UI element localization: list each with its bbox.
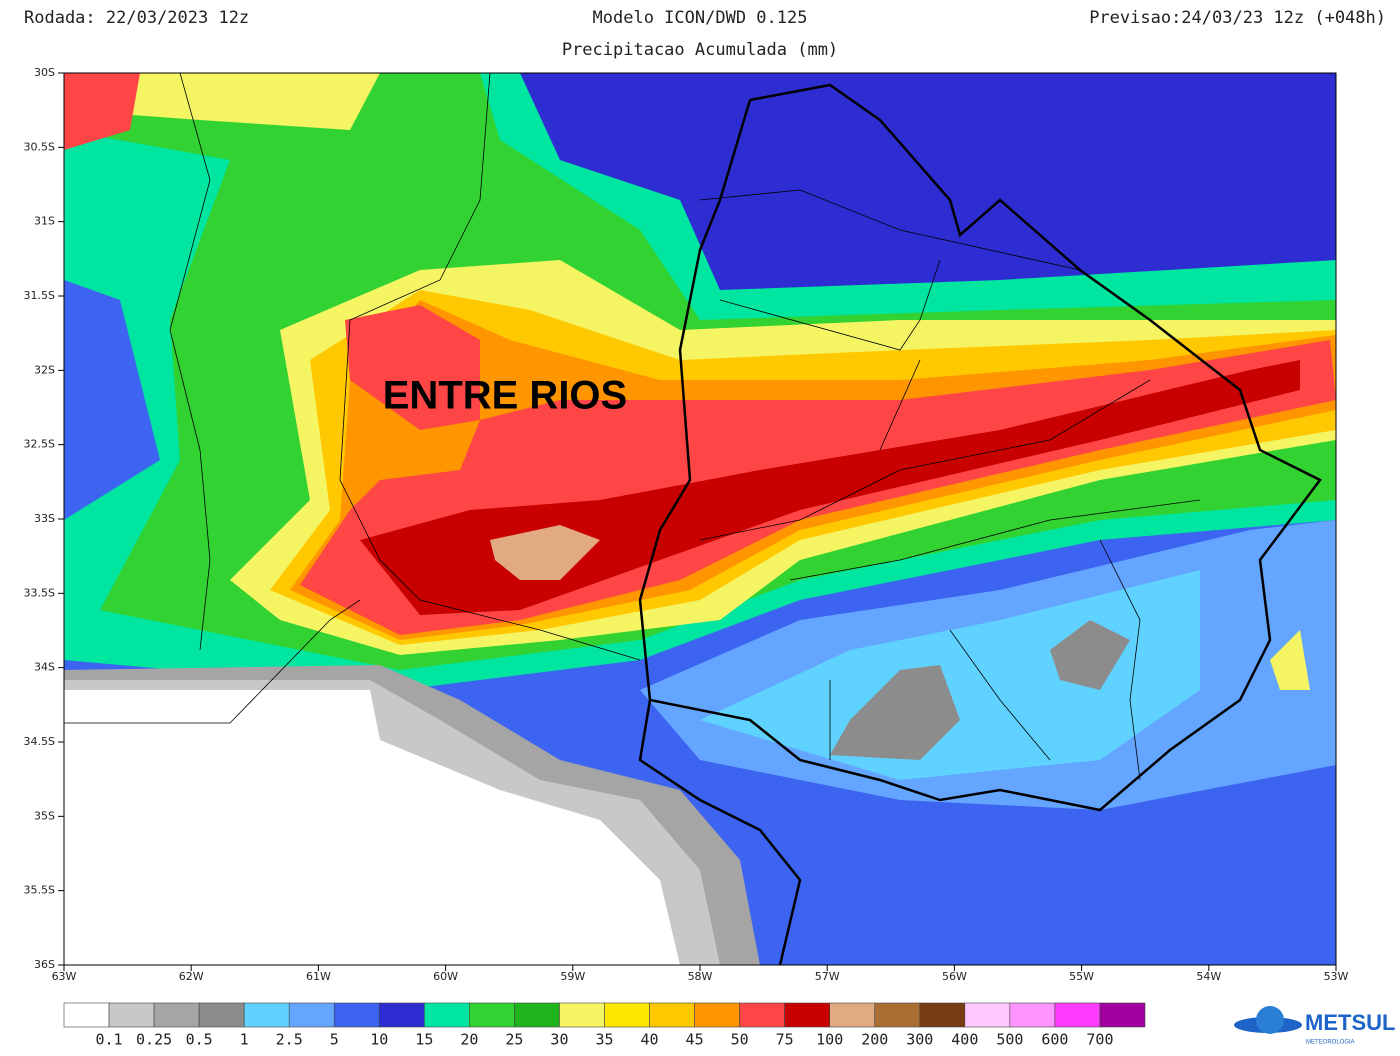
colorbar-label: 300 — [906, 1031, 933, 1049]
region-label: ENTRE RIOS — [383, 374, 627, 418]
logo-tagline: METEOROLOGIA — [1306, 1040, 1355, 1046]
colorbar-label: 75 — [776, 1031, 794, 1049]
lat-label: 36S — [34, 958, 55, 971]
lon-label: 53W — [1324, 970, 1349, 983]
lon-label: 57W — [815, 970, 840, 983]
colorbar-label: 25 — [505, 1031, 523, 1049]
colorbar-label: 500 — [996, 1031, 1023, 1049]
colorbar-label: 15 — [415, 1031, 433, 1049]
subtitle: Precipitacao Acumulada (mm) — [562, 40, 838, 60]
colorbar-swatch — [1054, 1002, 1101, 1028]
lat-label: 32.5S — [24, 438, 55, 451]
colorbar-swatch — [198, 1002, 245, 1028]
colorbar-swatch — [649, 1002, 695, 1028]
colorbar-label: 0.5 — [186, 1031, 213, 1049]
colorbar-swatch — [739, 1002, 785, 1028]
colorbar-swatch — [424, 1002, 470, 1028]
lon-label: 62W — [179, 970, 204, 983]
run-label: Rodada: 22/03/2023 12z — [24, 8, 249, 28]
colorbar-label: 1 — [240, 1031, 249, 1049]
colorbar-label: 5 — [330, 1031, 339, 1049]
colorbar-swatch — [964, 1002, 1011, 1028]
colorbar-label: 600 — [1041, 1031, 1068, 1049]
lat-label: 34S — [34, 661, 55, 674]
colorbar-swatch — [288, 1002, 335, 1028]
lat-label: 35.5S — [24, 884, 55, 897]
logo: METSUL METEOROLOGIA — [1234, 1006, 1395, 1046]
colorbar-label: 30 — [550, 1031, 568, 1049]
colorbar-swatch — [243, 1002, 290, 1028]
logo-name: METSUL — [1305, 1010, 1395, 1035]
colorbar-swatch — [604, 1002, 650, 1028]
lat-label: 33.5S — [24, 586, 55, 599]
colorbar-label: 100 — [816, 1031, 843, 1049]
lat-label: 31.5S — [24, 289, 55, 302]
colorbar-swatch — [153, 1002, 200, 1028]
model-label: Modelo ICON/DWD 0.125 — [593, 8, 808, 28]
lon-label: 60W — [433, 970, 458, 983]
colorbar-swatch — [919, 1002, 966, 1028]
lat-label: 34.5S — [24, 735, 55, 748]
colorbar-label: 45 — [686, 1031, 704, 1049]
colorbar-swatch — [378, 1002, 425, 1028]
precip-field — [64, 73, 1336, 965]
lat-label: 30.5S — [24, 140, 55, 153]
lon-label: 59W — [560, 970, 585, 983]
colorbar-label: 0.25 — [136, 1031, 172, 1049]
lon-label: 58W — [688, 970, 713, 983]
colorbar-swatch — [694, 1002, 740, 1028]
colorbar-swatch — [333, 1002, 380, 1028]
colorbar-swatch — [874, 1002, 921, 1028]
colorbar-swatch — [108, 1002, 155, 1028]
colorbar-label: 20 — [460, 1031, 478, 1049]
colorbar-label: 2.5 — [276, 1031, 303, 1049]
colorbar-label: 50 — [731, 1031, 749, 1049]
lon-label: 61W — [306, 970, 331, 983]
lon-label: 56W — [942, 970, 967, 983]
lon-label: 63W — [52, 970, 77, 983]
colorbar-swatch — [559, 1002, 605, 1028]
colorbar-label: 35 — [595, 1031, 613, 1049]
colorbar-label: 400 — [951, 1031, 978, 1049]
colorbar-label: 10 — [370, 1031, 388, 1049]
colorbar-label: 0.1 — [95, 1031, 122, 1049]
lon-label: 55W — [1069, 970, 1094, 983]
colorbar-label: 40 — [641, 1031, 659, 1049]
lat-label: 31S — [34, 215, 55, 228]
forecast-label: Previsao:24/03/23 12z (+048h) — [1089, 8, 1386, 28]
lat-label: 35S — [34, 809, 55, 822]
colorbar-swatch — [1009, 1002, 1056, 1028]
colorbar-swatch — [1099, 1002, 1146, 1028]
lon-label: 54W — [1196, 970, 1221, 983]
colorbar-swatch — [829, 1002, 876, 1028]
colorbar-label: 200 — [861, 1031, 888, 1049]
lat-label: 32S — [34, 363, 55, 376]
colorbar-label: 700 — [1086, 1031, 1113, 1049]
colorbar-swatch — [63, 1002, 110, 1028]
lat-label: 33S — [34, 512, 55, 525]
colorbar-swatch — [514, 1002, 560, 1028]
colorbar-swatch — [784, 1002, 831, 1028]
lat-label: 30S — [34, 66, 55, 79]
colorbar-swatch — [469, 1002, 515, 1028]
